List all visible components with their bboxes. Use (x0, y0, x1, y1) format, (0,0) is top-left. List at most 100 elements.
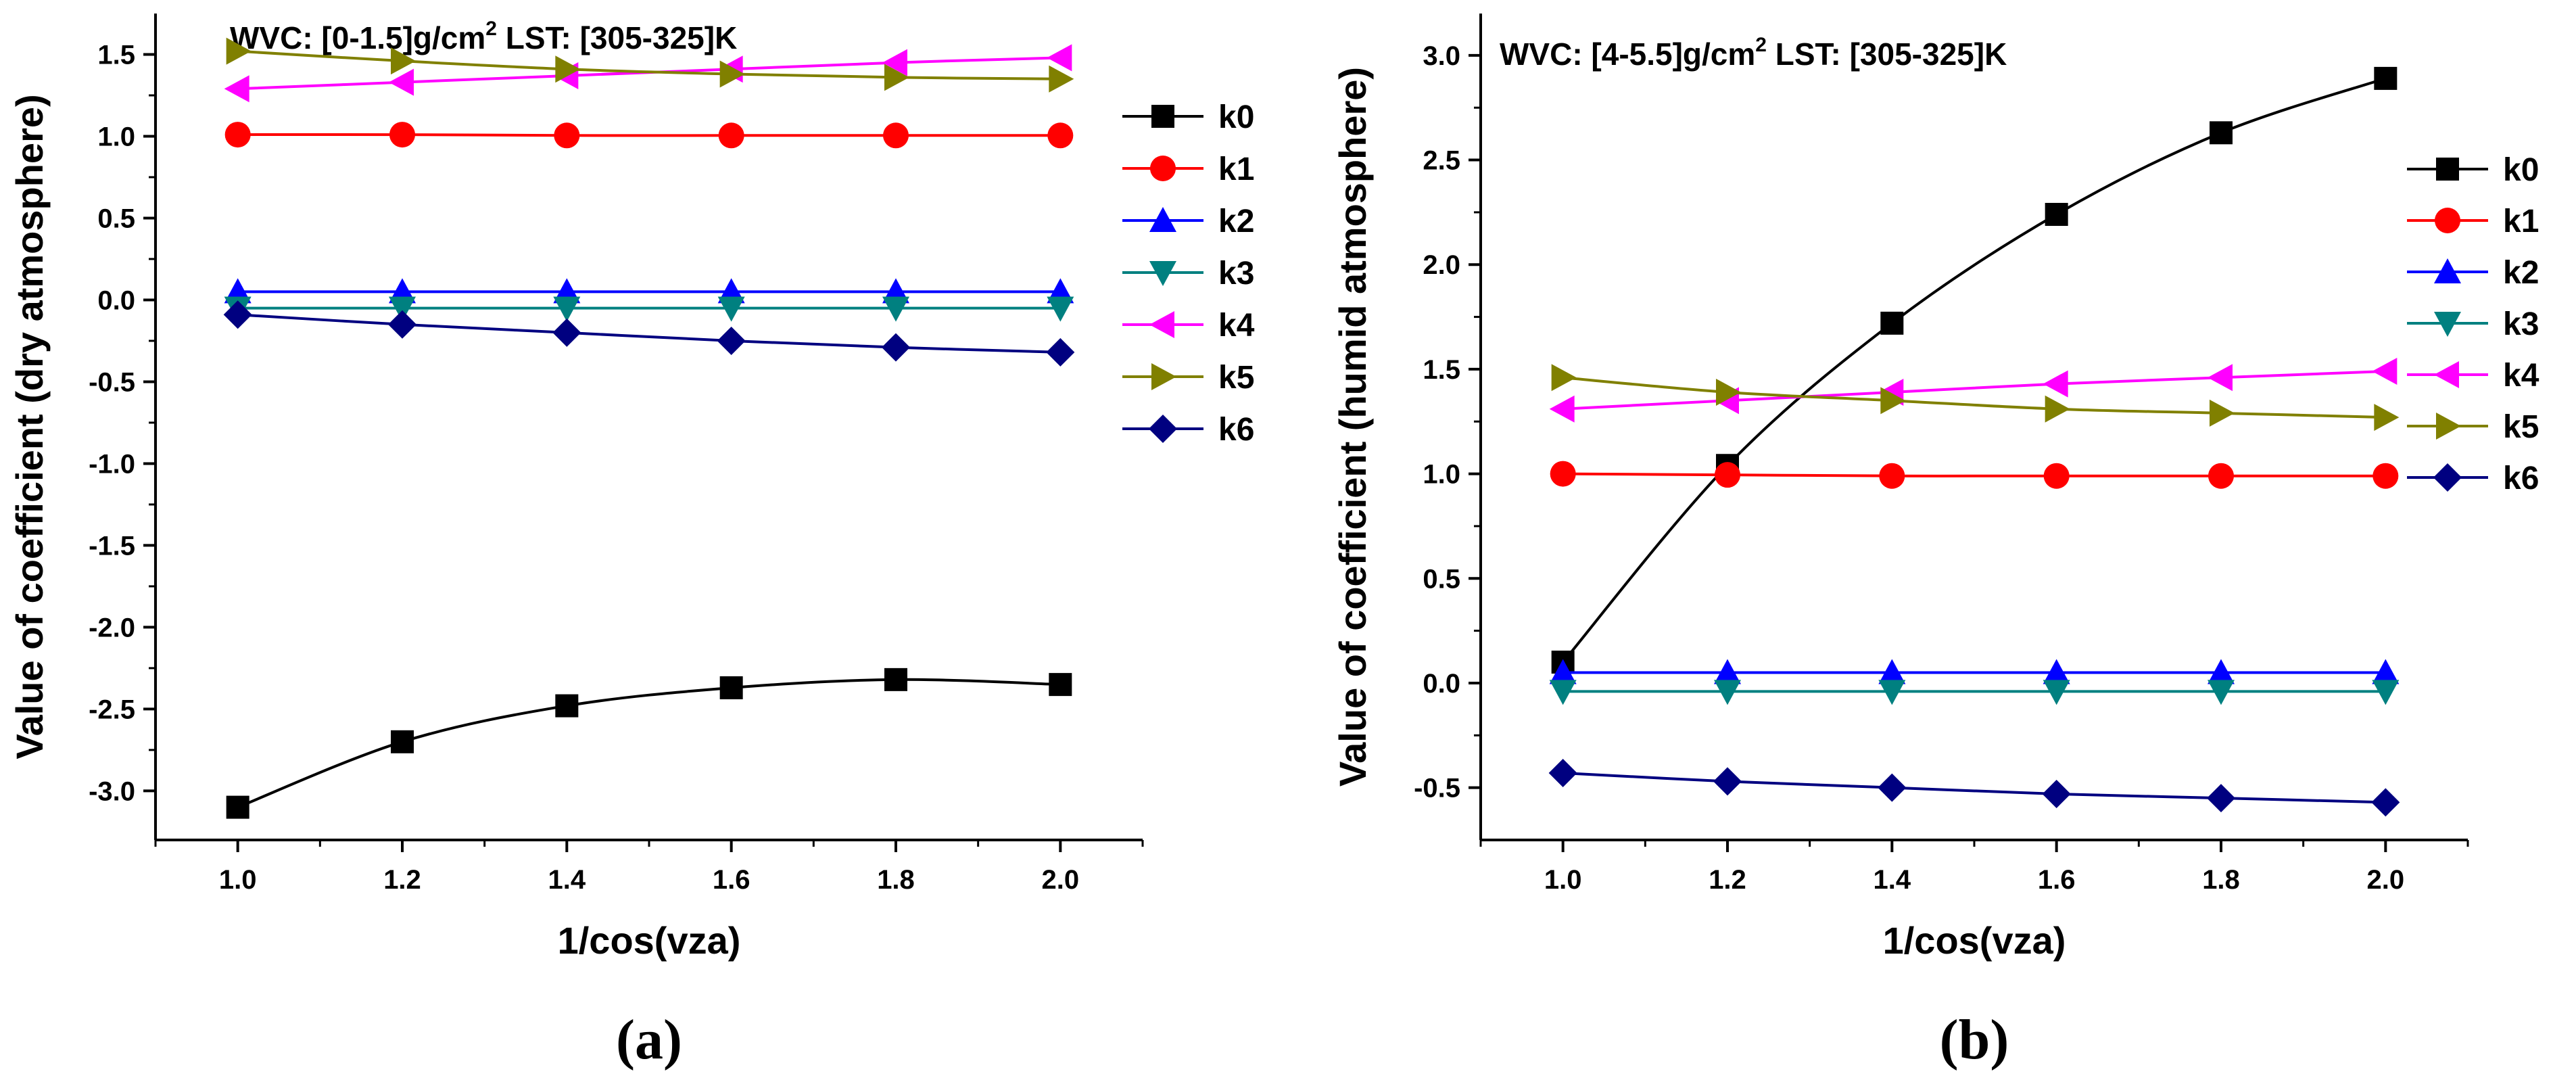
x-tick-label: 1.0 (1544, 865, 1582, 895)
series-k6-line (1563, 772, 2386, 804)
k0-point (226, 795, 249, 819)
y-tick-label: 0.0 (1423, 669, 1460, 699)
legend-k4-label: k4 (2503, 358, 2539, 394)
k6-point (717, 326, 746, 355)
legend: k0 k1 k2 k3 k4 k5 k6 (2407, 152, 2539, 496)
series-k5-line (1563, 376, 2386, 419)
k1-point (1550, 461, 1576, 487)
y-tick-label: 1.5 (1423, 355, 1460, 385)
title-suffix: LST: [305-325]K (497, 20, 737, 55)
k3-point (1047, 296, 1074, 322)
k0-point (391, 730, 414, 753)
series-k5 (1551, 364, 2400, 431)
x-tick-label: 2.0 (2367, 865, 2405, 895)
legend-k3-marker (1149, 261, 1176, 286)
series-k3 (224, 296, 1074, 322)
k1-point (718, 122, 744, 149)
k2-point (1714, 659, 1741, 684)
series-k4 (1549, 358, 2398, 423)
legend: k0 k1 k2 k3 k4 k5 k6 (1122, 99, 1255, 448)
panel-b-chart: -0.5 0.0 0.5 1.0 1.5 2.0 2.5 3.0 1.0 1.2 1.4 1.6 1.8… (1331, 14, 2539, 1071)
x-tick-label: 1.6 (2038, 865, 2076, 895)
series-k2 (224, 278, 1074, 304)
series-k1 (224, 122, 1074, 149)
k4-point (2208, 364, 2233, 392)
k6-point (1548, 759, 1577, 788)
series-k2 (1549, 659, 2400, 684)
k0-point (719, 676, 743, 699)
k0-point (2045, 202, 2068, 226)
k0-point (555, 694, 579, 718)
k1-point (389, 122, 415, 148)
x-tick-label: 1.8 (2202, 865, 2240, 895)
k6-point (2207, 784, 2235, 813)
k4-point (389, 68, 414, 96)
legend-k1-marker (2435, 208, 2460, 233)
series-k4-line (237, 56, 1061, 91)
y-tick-label: 3.0 (1423, 41, 1460, 71)
k6-point (1046, 337, 1075, 367)
k6-point (2371, 788, 2400, 817)
k2-point (2372, 659, 2400, 684)
k4-point (1549, 395, 1575, 423)
k5-point (719, 60, 745, 88)
legend-k0-marker (2436, 158, 2459, 181)
y-tick-label: 1.0 (1423, 460, 1460, 490)
k6-point (1878, 773, 1907, 802)
legend-k0-marker (1151, 105, 1174, 128)
x-axis-label: 1/cos(vza) (1883, 919, 2066, 962)
series-k5-line (237, 49, 1061, 80)
title-suffix: LST: [305-325]K (1767, 37, 2007, 72)
series-k0 (226, 668, 1072, 819)
series-k6-line (237, 313, 1061, 354)
legend-k6-marker (2433, 463, 2462, 492)
k4-point (2372, 358, 2398, 385)
k3-point (882, 296, 909, 322)
k1-point (224, 122, 251, 148)
y-tick-label: -0.5 (1414, 774, 1460, 803)
y-tick-label: -3.0 (89, 776, 135, 806)
k1-point (1047, 122, 1074, 149)
k6-point (223, 300, 252, 329)
k5-point (1551, 364, 1577, 392)
k6-point (388, 310, 416, 339)
k1-point (1879, 463, 1905, 489)
panel-title: WVC: [4-5.5]g/cm2 LST: [305-325]K (1500, 34, 2007, 72)
k1-point (1715, 462, 1740, 488)
k5-point (2045, 395, 2070, 423)
k6-point (2042, 779, 2071, 808)
k1-point (2208, 463, 2234, 489)
legend-k3-marker (2434, 312, 2461, 337)
k2-point (1549, 659, 1577, 684)
x-tick-label: 1.8 (877, 865, 915, 895)
y-axis-label: Value of coefficient (humid atmosphere) (1331, 67, 1374, 787)
y-tick-label: -2.0 (89, 613, 135, 642)
k3-point (2208, 680, 2235, 705)
legend-k2-label: k2 (2503, 255, 2539, 291)
series-k5 (226, 37, 1074, 93)
y-tick-label: 0.5 (97, 204, 135, 233)
k5-point (226, 37, 252, 65)
legend-k3-label: k3 (1218, 256, 1254, 291)
k2-point (2043, 659, 2070, 684)
k6-point (1713, 767, 1742, 796)
k0-point (1049, 673, 1072, 697)
k5-point (2374, 404, 2400, 431)
legend-k5-marker (2436, 413, 2461, 440)
k6-point (552, 318, 581, 347)
series-k0-line (237, 678, 1061, 809)
k6-point (882, 333, 910, 362)
y-tick-label: 0.0 (97, 285, 135, 315)
k2-point (2208, 659, 2235, 684)
series-k1 (1550, 461, 2399, 489)
x-tick-label: 1.2 (383, 865, 421, 895)
series-k1-line (1563, 472, 2386, 477)
legend-k6-label: k6 (1218, 412, 1254, 448)
k0-point (884, 668, 907, 691)
legend-k0-label: k0 (2503, 152, 2539, 188)
x-tick-label: 1.6 (713, 865, 750, 895)
k3-point (1878, 680, 1906, 705)
series-k4-line (1563, 370, 2386, 411)
k1-point (2043, 463, 2070, 489)
series-k0-line (1562, 77, 2386, 663)
